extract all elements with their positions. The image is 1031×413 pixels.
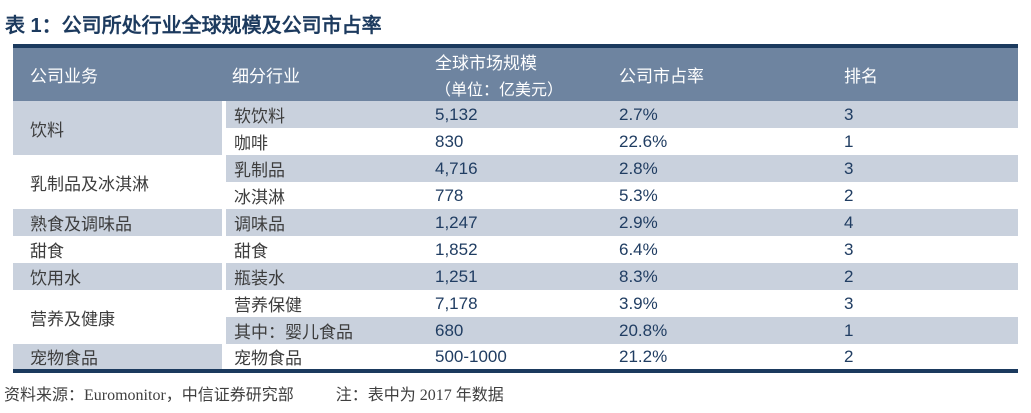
rank-cell: 1 <box>836 317 1018 344</box>
market-size-cell: 830 <box>435 131 464 151</box>
rank-cell: 3 <box>844 239 854 259</box>
market-size-cell: 4,716 <box>427 155 611 182</box>
share-cell: 21.2% <box>611 344 836 373</box>
market-size-cell: 1,852 <box>435 239 478 259</box>
segment-cell: 咖啡 <box>234 134 268 153</box>
market-size-cell: 1,251 <box>427 263 611 290</box>
table-row: 饮料 软饮料 5,132 2.7% 3 <box>13 101 1018 155</box>
header-market-size-unit: （单位：亿美元） <box>435 82 564 99</box>
rank-cell: 1 <box>844 131 854 151</box>
header-segment: 细分行业 <box>224 44 427 101</box>
table-header-row: 公司业务 细分行业 全球市场规模 （单位：亿美元） 公司市占率 排名 <box>13 44 1018 101</box>
table-row: 饮用水 瓶装水 1,251 8.3% 2 <box>13 263 1018 290</box>
table-row: 其中：婴儿食品 680 20.8% 1 <box>13 317 1018 344</box>
business-cell: 熟食及调味品 <box>13 209 226 236</box>
business-cell: 营养及健康 <box>13 290 226 344</box>
rank-cell: 2 <box>836 263 1018 290</box>
rank-cell: 3 <box>836 155 1018 182</box>
rank-cell: 2 <box>836 344 1018 373</box>
table-body: 饮料 软饮料 5,132 2.7% 3 咖啡 830 22.6% 1 乳制品及冰… <box>13 101 1018 373</box>
segment-cell: 调味品 <box>224 209 427 236</box>
table-row: 咖啡 830 22.6% 1 <box>13 128 1018 155</box>
segment-cell: 瓶装水 <box>224 263 427 290</box>
rank-cell: 4 <box>836 209 1018 236</box>
table-row: 营养及健康 营养保健 7,178 3.9% 3 <box>13 290 1018 344</box>
market-size-cell: 680 <box>427 317 611 344</box>
segment-cell: 软饮料 <box>224 101 427 128</box>
business-cell: 饮用水 <box>13 263 226 290</box>
table-footnotes: 资料来源：Euromonitor，中信证券研究部 注：表中为 2017 年数据 <box>4 381 1031 405</box>
source-note: 资料来源：Euromonitor，中信证券研究部 <box>4 387 294 404</box>
market-size-cell: 778 <box>435 185 464 205</box>
market-size-cell: 1,247 <box>427 209 611 236</box>
header-market-size-line1: 全球市场规模 <box>435 54 537 73</box>
data-year-note: 注：表中为 2017 年数据 <box>335 387 504 404</box>
market-size-cell: 500-1000 <box>427 344 611 373</box>
market-size-cell: 7,178 <box>435 293 478 313</box>
business-cell: 饮料 <box>13 101 226 155</box>
share-cell: 6.4% <box>619 239 658 259</box>
rank-cell: 3 <box>844 293 854 313</box>
segment-cell: 乳制品 <box>224 155 427 182</box>
share-cell: 22.6% <box>619 131 668 151</box>
business-cell: 甜食 <box>13 236 226 263</box>
rank-cell: 2 <box>844 185 854 205</box>
business-cell: 乳制品及冰淇淋 <box>13 155 226 209</box>
rank-cell: 3 <box>836 101 1018 128</box>
table-row: 乳制品及冰淇淋 乳制品 4,716 2.8% 3 <box>13 155 1018 209</box>
market-size-cell: 5,132 <box>427 101 611 128</box>
segment-cell: 其中：婴儿食品 <box>224 317 427 344</box>
table-title: 表 1：公司所处行业全球规模及公司市占率 <box>5 15 382 37</box>
segment-cell: 甜食 <box>234 242 268 261</box>
share-cell: 8.3% <box>611 263 836 290</box>
share-cell: 5.3% <box>619 185 658 205</box>
segment-cell: 营养保健 <box>234 296 302 315</box>
segment-cell: 冰淇淋 <box>234 188 285 207</box>
table-row: 宠物食品 宠物食品 500-1000 21.2% 2 <box>13 344 1018 373</box>
header-market-size: 全球市场规模 （单位：亿美元） <box>427 44 611 101</box>
industry-market-table: 公司业务 细分行业 全球市场规模 （单位：亿美元） 公司市占率 排名 饮料 软饮… <box>13 44 1018 373</box>
table-row: 甜食 甜食 1,852 6.4% 3 <box>13 236 1018 263</box>
share-cell: 20.8% <box>611 317 836 344</box>
header-business: 公司业务 <box>13 44 224 101</box>
table-row: 冰淇淋 778 5.3% 2 <box>13 182 1018 209</box>
business-cell: 宠物食品 <box>13 344 226 373</box>
segment-cell: 宠物食品 <box>224 344 427 373</box>
header-share: 公司市占率 <box>611 44 836 101</box>
share-cell: 2.7% <box>611 101 836 128</box>
table-row: 熟食及调味品 调味品 1,247 2.9% 4 <box>13 209 1018 236</box>
share-cell: 2.9% <box>611 209 836 236</box>
share-cell: 2.8% <box>611 155 836 182</box>
share-cell: 3.9% <box>619 293 658 313</box>
header-rank: 排名 <box>836 44 1018 101</box>
